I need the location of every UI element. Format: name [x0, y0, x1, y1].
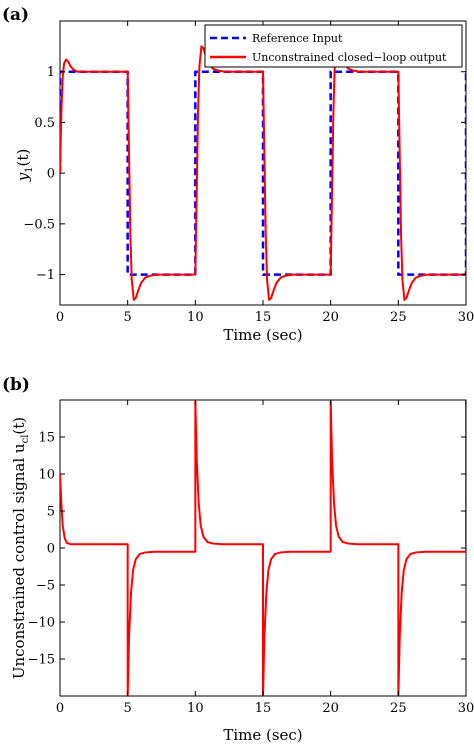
- plot-b-ytick-label: 0: [47, 542, 55, 557]
- plot-a-series-line-1: [60, 45, 466, 301]
- plot-a-xlabel: Time (sec): [223, 326, 302, 344]
- plot-a-yticks: −1 −0.5 0 0.5 1: [23, 65, 466, 283]
- plot-b-ytick-label: −5: [36, 579, 55, 594]
- plot-b-yticks: −15 −10 −5 0 5 10 15: [28, 431, 466, 668]
- plot-b-ytick-label: 10: [38, 468, 55, 483]
- plot-a-legend: Reference Input Unconstrained closed−loo…: [204, 24, 463, 68]
- plot-a-xtick-label: 5: [124, 310, 132, 325]
- plot-b-xtick-label: 25: [390, 701, 407, 716]
- plot-a-xtick-label: 20: [322, 310, 339, 325]
- plot-a-ytick-label: 0.5: [34, 116, 55, 131]
- legend-reference-label: Reference Input: [252, 32, 343, 45]
- plot-a-ytick-label: 1: [47, 65, 55, 80]
- legend-box: [204, 24, 463, 68]
- plot-b-ytick-label: 5: [47, 505, 55, 520]
- plot-a-xtick-label: 10: [187, 310, 204, 325]
- panel-a-label: (a): [2, 5, 29, 25]
- plot-b-xtick-label: 20: [322, 701, 339, 716]
- plot-b-xtick-label: 0: [56, 701, 64, 716]
- plot-a-ytick-label: 0: [47, 167, 55, 182]
- plot-a-series: [60, 45, 466, 301]
- panel-b: (b) 0 5 10 15 20 25 30 −15 −10 −5 0 5 10 15 Time (se…: [2, 375, 474, 744]
- plot-b-ytick-label: −10: [28, 616, 55, 631]
- plot-b-xtick-label: 10: [187, 701, 204, 716]
- legend-output-label: Unconstrained closed−loop output: [252, 51, 447, 64]
- panel-a: (a) 0 5 10 15 20 25 30 −1−0.500.51 Time (sec) …: [2, 5, 474, 344]
- plot-b-xtick-label: 30: [458, 701, 474, 716]
- plot-b-ytick-label: 15: [38, 431, 55, 446]
- plot-a-xtick-label: 30: [458, 310, 474, 325]
- plot-a-ylabel: y1(t): [14, 149, 35, 183]
- plot-a-xtick-label: 0: [56, 310, 64, 325]
- panel-b-label: (b): [2, 375, 30, 395]
- plot-b-ytick-label: −15: [28, 653, 55, 668]
- plot-a-xtick-label: 25: [390, 310, 407, 325]
- plot-a-xtick-label: 15: [255, 310, 272, 325]
- plot-a-ytick-label: −1: [36, 268, 55, 283]
- plot-a-xticks: 0 5 10 15 20 25 30: [56, 21, 474, 325]
- plot-b-ylabel: Unconstrained control signal ucl(t): [10, 417, 31, 679]
- plot-a-ytick-label: −0.5: [23, 217, 55, 232]
- plot-b-xlabel: Time (sec): [223, 726, 302, 744]
- plot-b-xtick-label: 5: [124, 701, 132, 716]
- plot-b-xticks: 0 5 10 15 20 25 30: [56, 400, 474, 716]
- plot-b-xtick-label: 15: [255, 701, 272, 716]
